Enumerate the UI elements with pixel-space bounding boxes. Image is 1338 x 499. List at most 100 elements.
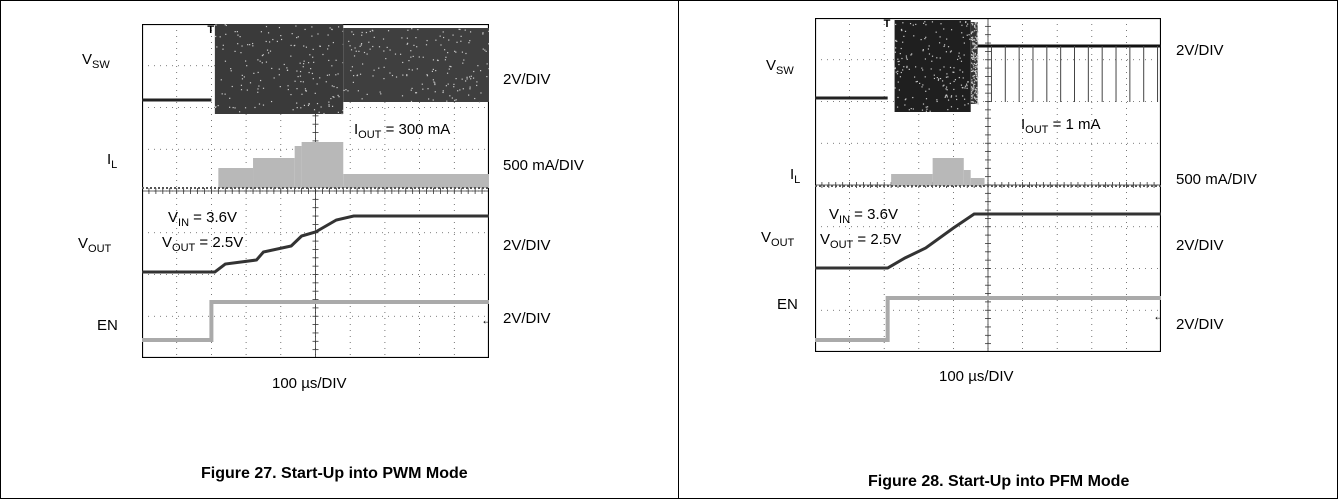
- noise-dot: [947, 99, 950, 101]
- noise-dot: [913, 76, 916, 78]
- noise-dot: [962, 87, 964, 89]
- noise-dot: [290, 55, 292, 57]
- noise-dot: [970, 39, 973, 41]
- noise-dot: [303, 104, 306, 107]
- annotation-iout: IOUT = 1 mA: [1021, 116, 1101, 136]
- noise-dot: [328, 104, 330, 106]
- noise-dot: [252, 42, 254, 45]
- noise-dot: [976, 80, 978, 82]
- noise-dot: [229, 97, 231, 99]
- noise-dot: [352, 33, 355, 36]
- noise-dot: [945, 51, 947, 53]
- noise-dot: [320, 106, 322, 108]
- noise-dot: [894, 68, 896, 70]
- noise-dot: [305, 90, 307, 92]
- scale-label-vsw: 2V/DIV: [503, 71, 551, 88]
- noise-dot: [466, 78, 468, 80]
- channel-label-il: IL: [790, 166, 801, 186]
- annotation-vin: VIN = 3.6V: [168, 209, 237, 229]
- noise-dot: [976, 103, 978, 105]
- noise-dot: [925, 36, 927, 38]
- noise-dot: [977, 92, 979, 95]
- noise-dot: [977, 101, 979, 104]
- noise-dot: [322, 53, 324, 56]
- noise-dot: [380, 93, 382, 95]
- noise-dot: [303, 45, 305, 47]
- noise-dot: [897, 58, 899, 60]
- noise-dot: [904, 99, 906, 101]
- noise-dot: [296, 70, 298, 72]
- noise-dot: [407, 29, 409, 31]
- scope-plot: T←: [142, 24, 489, 358]
- noise-dot: [906, 58, 908, 60]
- noise-dot: [929, 110, 931, 112]
- noise-dot: [976, 99, 978, 101]
- noise-dot: [453, 86, 455, 88]
- noise-dot: [304, 28, 306, 31]
- noise-dot: [976, 34, 978, 36]
- noise-dot: [488, 30, 489, 32]
- noise-dot: [959, 21, 961, 23]
- noise-dot: [308, 71, 310, 74]
- noise-dot: [350, 70, 352, 72]
- noise-dot: [426, 74, 428, 76]
- noise-dot: [974, 98, 977, 100]
- noise-dot: [971, 37, 973, 39]
- noise-dot: [244, 107, 247, 109]
- noise-dot: [977, 76, 979, 78]
- noise-dot: [439, 35, 441, 37]
- noise-dot: [482, 32, 484, 34]
- noise-dot: [468, 94, 470, 96]
- noise-dot: [418, 56, 420, 58]
- noise-dot: [323, 112, 325, 115]
- noise-dot: [230, 70, 232, 72]
- noise-dot: [945, 94, 947, 96]
- noise-dot: [953, 71, 955, 73]
- noise-dot: [977, 91, 979, 93]
- noise-dot: [965, 21, 967, 23]
- noise-dot: [964, 87, 966, 89]
- en-trace: [142, 300, 489, 342]
- noise-dot: [333, 96, 335, 98]
- noise-dot: [361, 34, 363, 36]
- noise-dot: [484, 49, 486, 51]
- noise-dot: [410, 50, 412, 52]
- noise-dot: [408, 68, 410, 71]
- noise-dot: [925, 110, 928, 112]
- noise-dot: [268, 41, 271, 43]
- noise-dot: [973, 55, 975, 57]
- vsw-switching: [894, 20, 971, 112]
- noise-dot: [957, 58, 959, 61]
- noise-dot: [299, 75, 302, 77]
- il-segment: [970, 178, 985, 186]
- noise-dot: [457, 90, 459, 92]
- noise-dot: [931, 21, 934, 23]
- noise-dot: [952, 71, 954, 73]
- noise-dot: [961, 24, 963, 26]
- noise-dot: [905, 55, 907, 57]
- noise-dot: [482, 33, 484, 35]
- noise-dot: [294, 44, 296, 47]
- noise-dot: [965, 21, 967, 24]
- noise-dot: [253, 72, 255, 74]
- noise-dot: [406, 43, 408, 45]
- noise-dot: [964, 104, 966, 106]
- noise-dot: [372, 45, 374, 48]
- scale-label-en: 2V/DIV: [1176, 316, 1224, 333]
- noise-dot: [906, 66, 908, 69]
- noise-dot: [462, 62, 464, 64]
- noise-dot: [947, 109, 949, 111]
- noise-dot: [328, 45, 330, 47]
- noise-dot: [974, 39, 976, 41]
- noise-dot: [911, 53, 913, 55]
- noise-dot: [333, 85, 335, 88]
- noise-dot: [225, 24, 227, 27]
- noise-dot: [941, 80, 944, 82]
- noise-dot: [972, 65, 975, 67]
- noise-dot: [299, 62, 301, 64]
- noise-dot: [974, 54, 976, 56]
- noise-dot: [974, 36, 977, 38]
- noise-dot: [230, 68, 232, 70]
- noise-dot: [945, 76, 948, 78]
- noise-dot: [406, 74, 408, 77]
